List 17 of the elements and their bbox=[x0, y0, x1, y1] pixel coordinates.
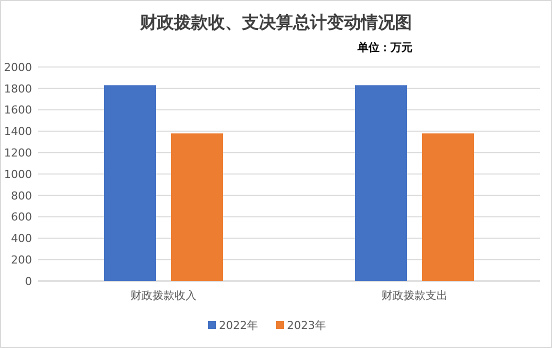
y-tick-label: 400 bbox=[11, 232, 32, 246]
y-tick-label: 800 bbox=[11, 189, 32, 202]
y-tick-label: 1600 bbox=[4, 104, 32, 117]
chart-subtitle: 单位：万元 bbox=[356, 41, 412, 54]
y-tick-label: 1200 bbox=[4, 146, 32, 160]
legend-label: 2023年 bbox=[287, 318, 326, 332]
legend-label: 2022年 bbox=[219, 318, 258, 332]
y-tick-label: 200 bbox=[11, 253, 32, 266]
y-tick-label: 600 bbox=[11, 210, 32, 224]
x-tick-label: 财政拨款支出 bbox=[382, 289, 448, 302]
y-tick-label: 0 bbox=[25, 274, 32, 288]
y-tick-label: 1000 bbox=[4, 168, 32, 181]
y-tick-label: 1800 bbox=[4, 82, 32, 96]
x-tick-label: 财政拨款收入 bbox=[130, 289, 196, 302]
y-tick-label: 2000 bbox=[4, 60, 32, 74]
chart-title: 财政拨款收、支决算总计变动情况图 bbox=[139, 13, 412, 33]
y-tick-label: 1400 bbox=[4, 125, 32, 138]
